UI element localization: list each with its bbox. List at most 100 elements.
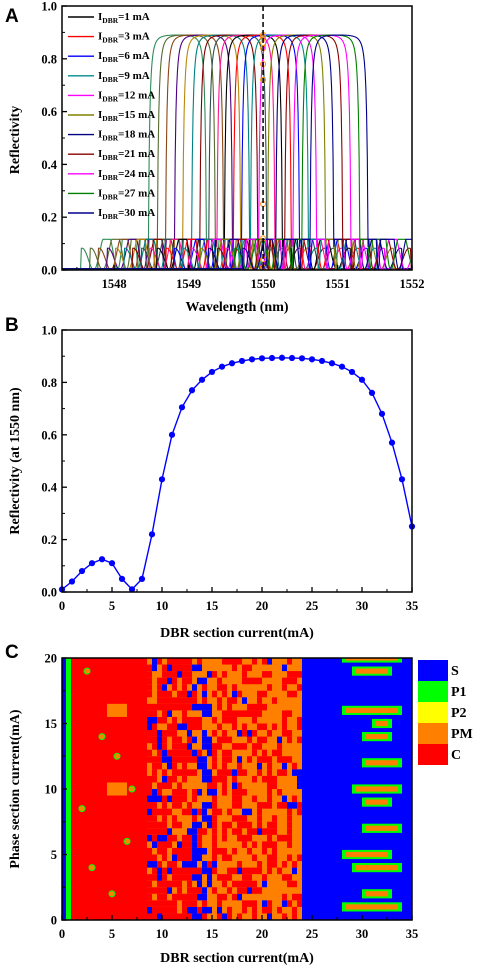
state-cell [267, 906, 272, 914]
state-cell [212, 782, 217, 789]
state-cell [252, 743, 257, 750]
state-cell [287, 854, 292, 862]
state-cell [237, 834, 242, 842]
state-cell [147, 861, 152, 868]
state-cell [267, 769, 272, 776]
state-cell [182, 847, 187, 855]
state-cell [242, 874, 247, 881]
state-cell [297, 900, 302, 907]
state-cell [157, 834, 162, 842]
state-cell [182, 756, 187, 763]
state-cell [177, 697, 182, 704]
data-point [308, 356, 316, 363]
state-cell [202, 906, 207, 914]
state-cell [227, 808, 232, 816]
state-streak [346, 658, 398, 661]
data-point [338, 363, 346, 370]
state-cell [162, 690, 167, 698]
state-cell [152, 736, 157, 744]
data-point [328, 360, 336, 367]
state-cell [172, 834, 177, 842]
state-cell [237, 887, 242, 894]
state-cell [222, 775, 227, 783]
state-cell [202, 913, 207, 920]
state-cell [157, 861, 162, 868]
panel-a-x-axis-label: Wavelength (nm) [185, 300, 288, 315]
x-tick-label: 20 [256, 927, 269, 941]
data-point [318, 357, 326, 365]
state-cell [222, 828, 227, 835]
state-cell [187, 677, 192, 685]
state-edge-s [302, 658, 312, 920]
state-cell [237, 913, 242, 920]
state-cell [152, 828, 157, 835]
state-cell [267, 861, 272, 868]
state-cell [272, 821, 277, 829]
state-cell [157, 756, 162, 763]
state-cell [147, 756, 152, 763]
legend-entry: IDBR=9 mA [98, 70, 150, 84]
state-cell [157, 887, 162, 894]
state-cell [172, 658, 177, 665]
state-cell [227, 769, 232, 776]
state-cell [172, 867, 177, 875]
state-cell [187, 690, 192, 698]
state-cell [167, 658, 172, 665]
state-cell [282, 900, 287, 907]
state-cell [222, 913, 227, 920]
data-point [278, 354, 286, 361]
state-cell [287, 900, 292, 907]
state-cell [147, 703, 152, 711]
state-cell [147, 913, 152, 920]
legend-entry-sub: DBR [102, 134, 118, 143]
state-cell [237, 690, 242, 698]
state-cell [267, 684, 272, 691]
state-cell [192, 887, 197, 894]
state-cell [167, 749, 172, 757]
state-cell [152, 900, 157, 907]
state-cell [152, 769, 157, 776]
state-cell [167, 913, 172, 920]
state-cell [257, 762, 262, 770]
state-cell [172, 815, 177, 822]
state-cell [212, 854, 217, 862]
state-cell [187, 828, 192, 835]
state-cell [242, 867, 247, 875]
state-cell [192, 821, 197, 829]
legend-entry: IDBR=21 mA [98, 148, 155, 162]
state-cell [257, 867, 262, 875]
state-cell [172, 880, 177, 888]
state-cell [152, 906, 157, 914]
state-cell [297, 782, 302, 789]
state-cell [182, 677, 187, 685]
state-cell [167, 880, 172, 888]
data-point [78, 567, 86, 575]
state-cell [212, 828, 217, 835]
state-cell [257, 815, 262, 822]
state-cell [267, 828, 272, 835]
state-cell [172, 730, 177, 737]
state-cell [202, 736, 207, 744]
state-cell [232, 795, 237, 803]
data-point [118, 575, 126, 583]
legend-entry: IDBR=3 mA [98, 31, 150, 45]
state-cell [162, 834, 167, 842]
state-cell [212, 834, 217, 842]
state-streak [356, 864, 398, 871]
state-cell [297, 684, 302, 691]
state-cell [147, 730, 152, 737]
state-cell [262, 690, 267, 698]
state-cell [267, 775, 272, 783]
state-cell [282, 913, 287, 920]
state-cell [277, 743, 282, 750]
state-cell [252, 795, 257, 803]
state-cell [222, 658, 227, 665]
state-cell [157, 736, 162, 744]
y-tick-label: 0.0 [41, 264, 57, 278]
state-cell [232, 690, 237, 698]
legend-entry-sub: DBR [102, 153, 118, 162]
state-cell [157, 893, 162, 901]
legend-entry-main: I [98, 31, 102, 43]
state-cell [217, 847, 222, 855]
